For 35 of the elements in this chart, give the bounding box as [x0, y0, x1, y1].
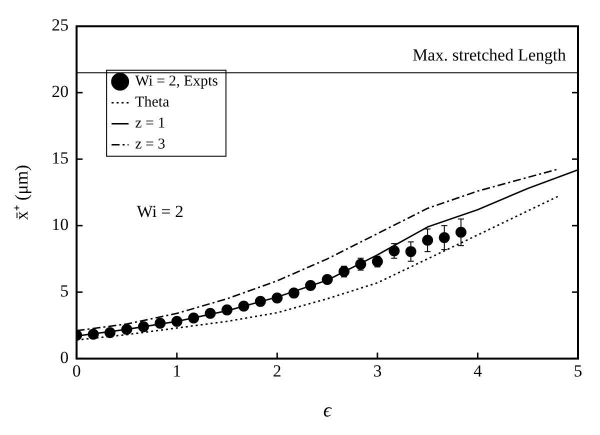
- y-tick-label: 5: [60, 282, 69, 301]
- point: [305, 280, 316, 291]
- point: [138, 321, 149, 332]
- y-tick-label: 10: [52, 215, 69, 234]
- x-tick-label: 4: [473, 361, 482, 380]
- legend-label: z = 1: [135, 116, 166, 132]
- x-tick-label: 0: [72, 361, 81, 380]
- legend-label: z = 3: [135, 136, 166, 153]
- legend-label: Theta: [135, 94, 170, 111]
- y-tick-label: 25: [52, 16, 69, 35]
- point: [288, 288, 300, 299]
- x-tick-label: 2: [272, 361, 282, 380]
- point: [121, 324, 132, 335]
- y-tick-label: 15: [52, 148, 69, 168]
- point: [104, 327, 116, 338]
- x-tick-label: 5: [574, 361, 582, 380]
- point: [171, 316, 182, 327]
- point: [322, 274, 333, 285]
- y-tick-label: 20: [52, 82, 69, 102]
- point: [272, 292, 283, 304]
- x-axis-title: ϵ: [323, 399, 332, 422]
- point: [154, 318, 166, 329]
- point: [204, 308, 216, 319]
- legend-label: Wi = 2, Expts: [135, 74, 218, 90]
- y-axis-title: x̄⁺ (μm): [12, 164, 32, 220]
- annotation: Wi = 2: [136, 202, 184, 221]
- point: [188, 312, 200, 324]
- x-tick-label: 1: [172, 361, 182, 380]
- point: [88, 328, 99, 340]
- y-tick-label: 0: [60, 348, 69, 368]
- ref-line-label: Max. stretched Length: [412, 46, 566, 65]
- x-tick-label: 3: [373, 361, 382, 380]
- point: [222, 304, 233, 316]
- point: [238, 300, 250, 312]
- point: [254, 296, 266, 307]
